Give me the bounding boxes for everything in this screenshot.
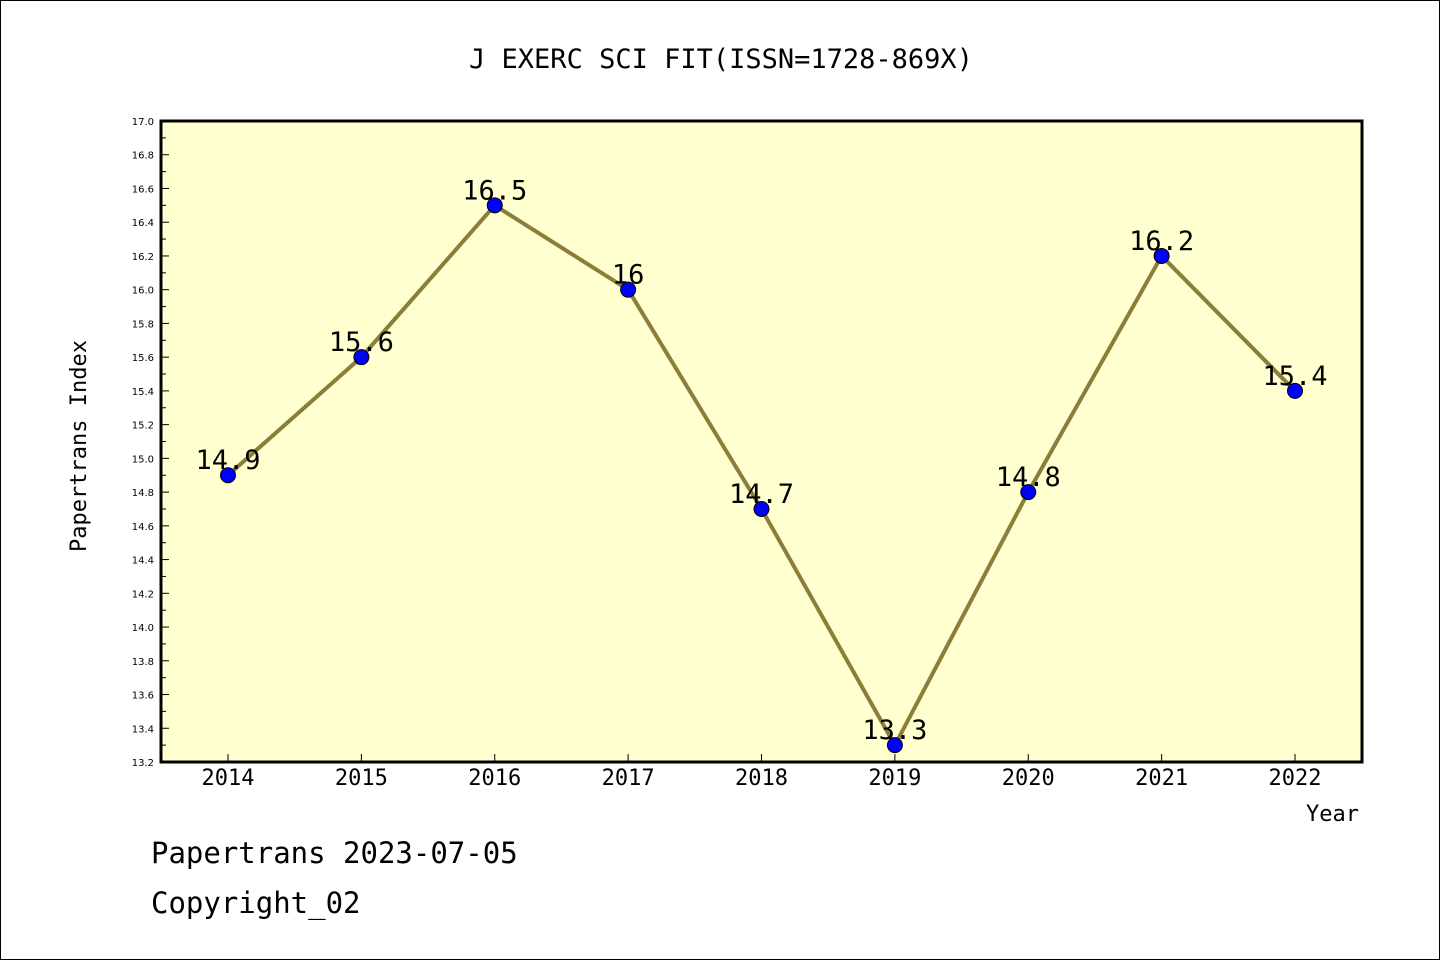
data-point xyxy=(1287,382,1303,399)
y-tick-label: 13.2 xyxy=(132,758,154,769)
data-point xyxy=(220,467,236,484)
y-tick-label: 16.0 xyxy=(132,286,154,297)
x-tick-label: 2016 xyxy=(468,766,521,791)
y-tick-label: 16.6 xyxy=(132,184,154,195)
data-label: 16.5 xyxy=(462,175,527,206)
data-label: 13.3 xyxy=(862,715,927,746)
y-tick-label: 16.4 xyxy=(132,218,154,229)
x-tick-label: 2017 xyxy=(602,766,655,791)
y-tick-label: 16.8 xyxy=(132,151,154,162)
x-tick-label: 2021 xyxy=(1135,766,1188,791)
data-point xyxy=(486,197,503,214)
data-label: 15.4 xyxy=(1262,361,1327,392)
data-label: 14.9 xyxy=(195,445,260,476)
data-point xyxy=(753,500,770,517)
y-tick-label: 16.2 xyxy=(132,252,154,263)
x-axis-ticks: 2014 2015 2016 2017 2018 2019 2020 2021 2022 xyxy=(202,754,1322,791)
y-tick-label: 13.6 xyxy=(132,691,154,702)
x-tick-label: 2019 xyxy=(868,766,921,791)
data-point xyxy=(1020,484,1037,501)
data-label: 16.2 xyxy=(1129,226,1194,257)
y-tick-label: 14.0 xyxy=(132,623,154,634)
y-tick-label: 15.2 xyxy=(132,421,154,432)
data-point xyxy=(620,281,637,298)
chart-title: J EXERC SCI FIT(ISSN=1728-869X) xyxy=(469,44,973,75)
data-point xyxy=(886,737,903,754)
y-axis-ticks: 13.2 13.4 13.6 13.8 14.0 14.2 14.4 14.6 14.8 15.0… xyxy=(132,117,169,769)
data-labels: 14.9 15.6 16.5 16 14.7 13.3 14.8 16.2 15.4 xyxy=(195,175,1327,746)
data-label: 16 xyxy=(612,260,645,291)
footer-date-text: Papertrans 2023-07-05 xyxy=(151,836,518,870)
y-tick-label: 14.4 xyxy=(132,556,154,567)
x-tick-label: 2020 xyxy=(1002,766,1055,791)
data-label: 14.8 xyxy=(996,462,1061,493)
x-tick-label: 2014 xyxy=(202,766,255,791)
y-tick-label: 15.8 xyxy=(132,319,154,330)
y-tick-label: 15.4 xyxy=(132,387,154,398)
y-tick-label: 17.0 xyxy=(132,117,154,128)
y-tick-label: 14.8 xyxy=(132,488,154,499)
y-tick-label: 14.2 xyxy=(132,589,154,600)
plot-area xyxy=(161,121,1362,762)
x-tick-label: 2018 xyxy=(735,766,788,791)
x-tick-label: 2022 xyxy=(1269,766,1322,791)
y-tick-label: 15.0 xyxy=(132,454,154,465)
y-tick-label: 13.8 xyxy=(132,657,154,668)
y-tick-label: 15.6 xyxy=(132,353,154,364)
x-axis-label: Year xyxy=(1306,802,1359,827)
footer-copyright-text: Copyright_02 xyxy=(151,886,361,920)
plot-border xyxy=(159,119,1364,764)
y-axis-label: Papertrans Index xyxy=(67,340,92,552)
data-label: 15.6 xyxy=(329,327,394,358)
data-point xyxy=(353,349,370,366)
series-markers xyxy=(220,197,1303,754)
data-point xyxy=(1153,247,1170,264)
data-label: 14.7 xyxy=(729,479,794,510)
y-tick-label: 14.6 xyxy=(132,522,154,533)
y-tick-label: 13.4 xyxy=(132,724,154,735)
x-tick-label: 2015 xyxy=(335,766,388,791)
